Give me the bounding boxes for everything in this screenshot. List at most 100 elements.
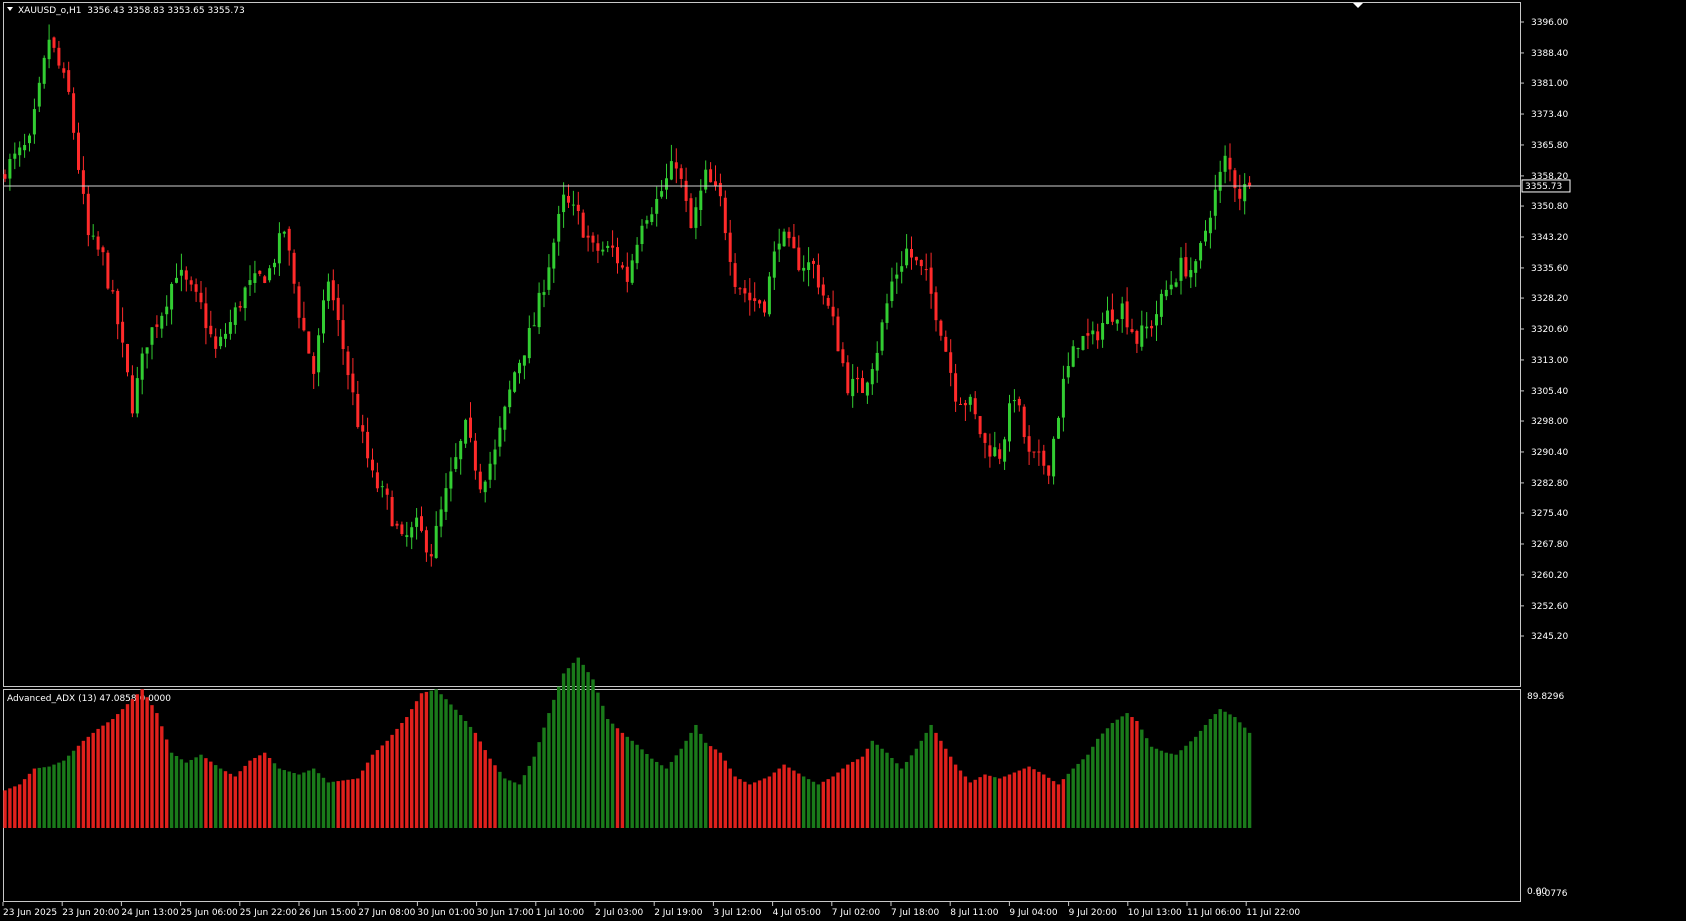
adx-bar	[537, 742, 541, 828]
bull-candle	[640, 219, 644, 252]
bull-candle	[1071, 340, 1075, 368]
symbol-dropdown-icon[interactable]	[7, 7, 13, 11]
bear-candle	[797, 235, 801, 272]
bull-candle	[1213, 174, 1217, 230]
adx-bar	[875, 744, 879, 828]
bear-candle	[292, 249, 296, 294]
adx-bar	[532, 756, 536, 828]
bull-candle	[1066, 352, 1070, 384]
adx-bar	[140, 689, 144, 828]
adx-bar	[772, 772, 776, 828]
bull-candle	[635, 237, 639, 270]
bear-candle	[709, 162, 713, 183]
bull-candle	[1101, 312, 1105, 348]
bear-candle	[816, 253, 820, 295]
adx-bar	[395, 728, 399, 828]
adx-bar	[601, 705, 605, 828]
adx-bar	[571, 662, 576, 828]
bear-candle	[924, 253, 928, 281]
bear-candle	[611, 230, 615, 257]
adx-bar	[370, 754, 375, 828]
bull-candle	[1223, 145, 1227, 184]
price-tick-label: 3381.00	[1531, 79, 1568, 89]
bear-candle	[861, 370, 864, 394]
bull-candle	[277, 222, 281, 276]
adx-bar	[1154, 748, 1159, 828]
bull-candle	[449, 457, 453, 502]
bear-candle	[973, 391, 977, 420]
adx-bar	[1125, 713, 1129, 828]
adx-bar	[1140, 729, 1144, 828]
adx-bar	[1022, 768, 1026, 828]
adx-bar	[1105, 728, 1110, 828]
scroll-marker-icon[interactable]	[1353, 3, 1363, 8]
bear-candle	[929, 252, 933, 309]
bear-candle	[1022, 404, 1026, 444]
bull-candle	[900, 251, 904, 284]
adx-bar	[1071, 768, 1075, 828]
bear-candle	[111, 279, 115, 294]
adx-bar	[204, 758, 208, 828]
bull-candle	[669, 144, 673, 181]
bear-candle	[385, 483, 389, 510]
price-tick-label: 3365.80	[1531, 141, 1568, 151]
bull-candle	[527, 315, 531, 364]
bull-candle	[767, 272, 771, 317]
time-tick-label: 30 Jun 17:00	[477, 908, 534, 918]
bear-candle	[758, 299, 762, 309]
adx-bar	[8, 788, 12, 828]
bull-candle	[1012, 389, 1016, 413]
bull-candle	[802, 255, 806, 282]
bull-candle	[1189, 257, 1193, 289]
adx-bar	[385, 740, 389, 828]
adx-bar	[547, 713, 551, 828]
adx-bar	[1169, 753, 1173, 828]
bear-candle	[567, 184, 570, 208]
bear-candle	[287, 226, 291, 266]
adx-bar	[708, 746, 713, 828]
bear-candle	[733, 253, 737, 294]
bear-candle	[846, 355, 850, 396]
bull-candle	[233, 302, 237, 334]
bull-candle	[1179, 247, 1183, 295]
bear-candle	[978, 415, 982, 438]
bear-candle	[194, 278, 198, 302]
bull-candle	[488, 451, 492, 489]
adx-bar	[919, 740, 923, 828]
bull-candle	[170, 282, 174, 325]
bull-candle	[895, 262, 899, 294]
time-tick-label: 4 Jul 05:00	[773, 908, 822, 918]
bull-candle	[179, 253, 183, 292]
bull-candle	[444, 473, 448, 520]
adx-bar	[37, 767, 41, 828]
adx-bar	[797, 773, 801, 828]
bear-candle	[356, 380, 360, 429]
adx-bar	[307, 770, 311, 828]
adx-bar	[86, 736, 90, 828]
bear-candle	[831, 290, 835, 326]
adx-bar	[689, 732, 693, 828]
adx-bar	[258, 755, 262, 828]
bear-candle	[1017, 396, 1021, 412]
adx-bar	[826, 779, 830, 828]
adx-bar	[880, 748, 884, 828]
bear-candle	[3, 169, 7, 183]
adx-bar	[419, 693, 424, 828]
bull-candle	[434, 511, 438, 559]
adx-bar	[1149, 746, 1154, 828]
adx-bar	[1091, 746, 1095, 828]
adx-bar	[189, 759, 193, 828]
adx-bar	[321, 777, 326, 828]
adx-bar	[459, 715, 463, 828]
adx-bar	[757, 780, 762, 828]
bull-candle	[699, 179, 703, 226]
adx-bar	[684, 740, 688, 828]
bull-candle	[175, 263, 178, 284]
adx-bar	[610, 723, 615, 828]
bear-candle	[312, 352, 316, 389]
bear-candle	[189, 276, 193, 292]
bull-candle	[1145, 312, 1149, 339]
price-tick-label: 3245.20	[1531, 632, 1568, 642]
adx-bar	[101, 725, 105, 828]
